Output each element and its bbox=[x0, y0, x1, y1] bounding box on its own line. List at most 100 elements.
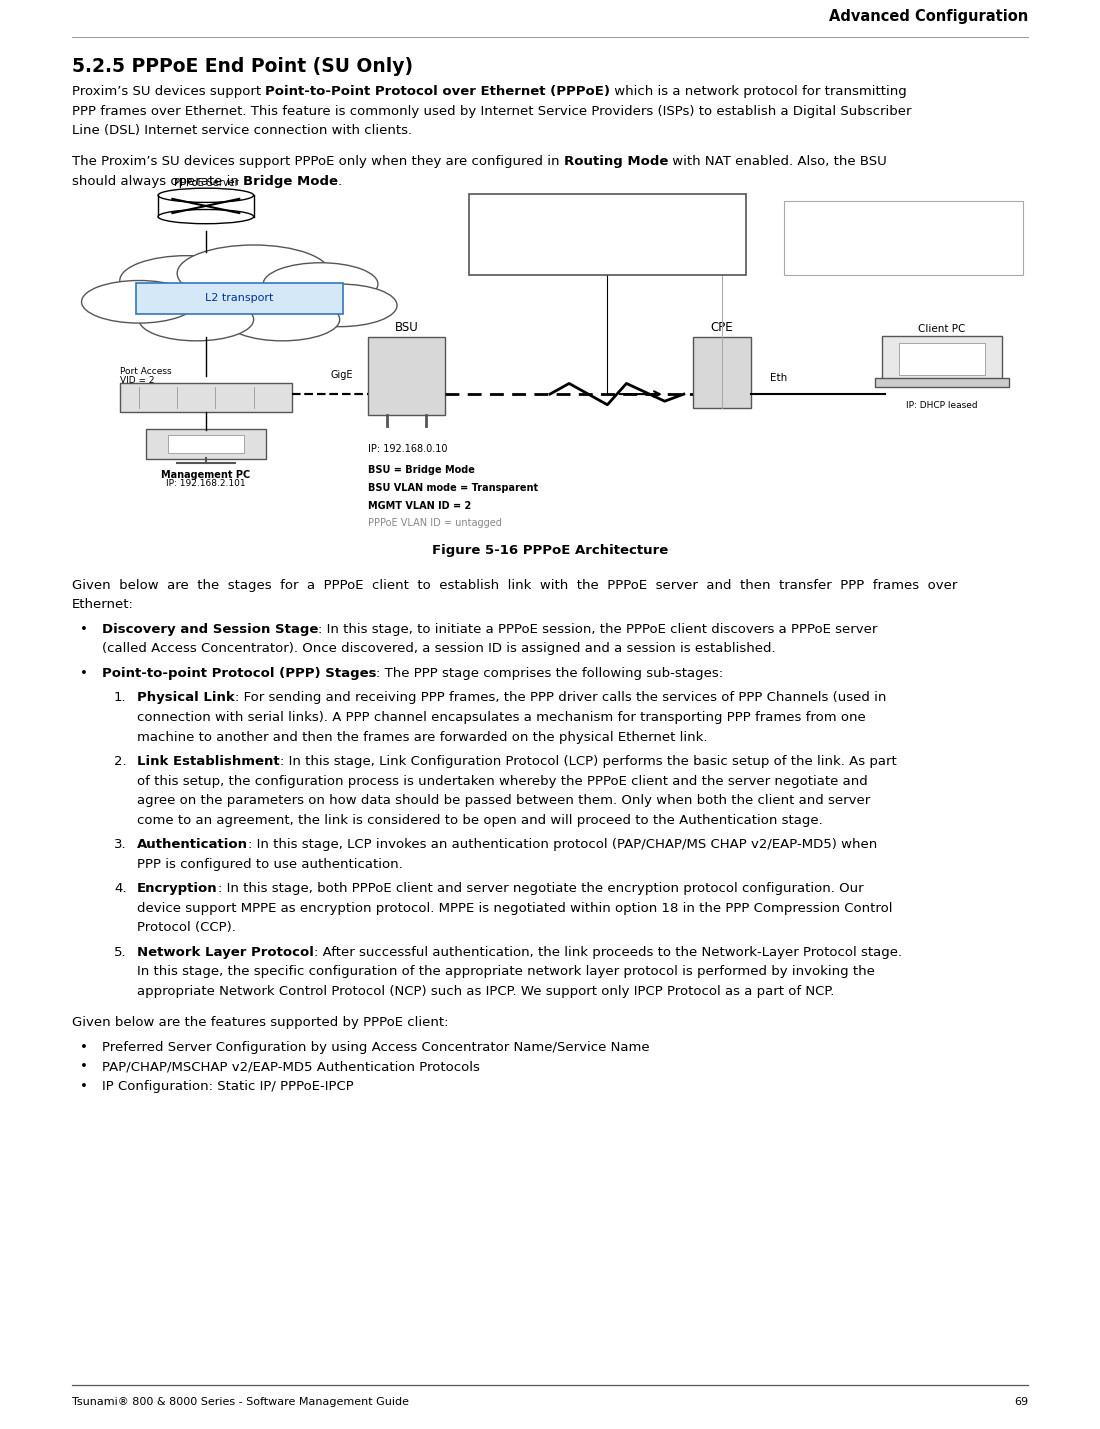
Text: Discovery and Session Stage: Discovery and Session Stage bbox=[102, 623, 318, 636]
Text: : In this stage, Link Configuration Protocol (LCP) performs the basic setup of t: : In this stage, Link Configuration Prot… bbox=[279, 755, 896, 767]
Text: device support MPPE as encryption protocol. MPPE is negotiated within option 18 : device support MPPE as encryption protoc… bbox=[138, 902, 892, 915]
Text: MGMT VLAN ID = 2: MGMT VLAN ID = 2 bbox=[483, 259, 594, 269]
Text: : In this stage, both PPPoE client and server negotiate the encryption protocol : : In this stage, both PPPoE client and s… bbox=[218, 882, 864, 895]
Text: 5.: 5. bbox=[114, 946, 126, 959]
Text: Link Establishment: Link Establishment bbox=[138, 755, 279, 767]
FancyBboxPatch shape bbox=[784, 200, 1023, 276]
Text: st subinterface IP: via PPPoE server: st subinterface IP: via PPPoE server bbox=[497, 220, 708, 230]
Text: PPP is configured to use authentication.: PPP is configured to use authentication. bbox=[138, 857, 403, 870]
Text: •: • bbox=[80, 1060, 88, 1073]
Text: : The PPP stage comprises the following sub-stages:: : The PPP stage comprises the following … bbox=[376, 667, 724, 680]
Circle shape bbox=[139, 299, 254, 342]
Text: GigE: GigE bbox=[330, 370, 353, 380]
Text: WLS: PPPoE client: WLS: PPPoE client bbox=[483, 203, 576, 213]
Circle shape bbox=[283, 284, 397, 327]
FancyBboxPatch shape bbox=[882, 336, 1002, 382]
Text: Bridge Mode: Bridge Mode bbox=[243, 174, 338, 189]
Text: •: • bbox=[80, 623, 88, 636]
Text: MGMT VLAN ID = 2: MGMT VLAN ID = 2 bbox=[368, 500, 472, 510]
Text: 1.: 1. bbox=[114, 692, 126, 704]
Text: BSU VLAN mode = Transparent: BSU VLAN mode = Transparent bbox=[368, 483, 539, 493]
Text: •: • bbox=[80, 667, 88, 680]
FancyBboxPatch shape bbox=[368, 337, 444, 416]
Text: Encryption: Encryption bbox=[138, 882, 218, 895]
Text: : In this stage, to initiate a PPPoE session, the PPPoE client discovers a PPPoE: : In this stage, to initiate a PPPoE ses… bbox=[318, 623, 878, 636]
Text: agree on the parameters on how data should be passed between them. Only when bot: agree on the parameters on how data shou… bbox=[138, 795, 870, 807]
Text: Tsunami® 800 & 8000 Series - Software Management Guide: Tsunami® 800 & 8000 Series - Software Ma… bbox=[72, 1398, 409, 1408]
Text: machine to another and then the frames are forwarded on the physical Ethernet li: machine to another and then the frames a… bbox=[138, 730, 707, 743]
Circle shape bbox=[81, 280, 196, 323]
Circle shape bbox=[226, 299, 340, 342]
Text: connection with serial links). A PPP channel encapsulates a mechanism for transp: connection with serial links). A PPP cha… bbox=[138, 712, 866, 725]
FancyBboxPatch shape bbox=[693, 337, 751, 409]
Text: Given  below  are  the  stages  for  a  PPPoE  client  to  establish  link  with: Given below are the stages for a PPPoE c… bbox=[72, 579, 957, 592]
Text: 4.: 4. bbox=[114, 882, 126, 895]
Text: The Proxim’s SU devices support PPPoE only when they are configured in: The Proxim’s SU devices support PPPoE on… bbox=[72, 156, 563, 169]
Text: Line (DSL) Internet service connection with clients.: Line (DSL) Internet service connection w… bbox=[72, 124, 412, 137]
Text: CPE: CPE bbox=[711, 320, 734, 334]
Text: Given below are the features supported by PPPoE client:: Given below are the features supported b… bbox=[72, 1016, 449, 1029]
FancyBboxPatch shape bbox=[120, 383, 292, 412]
Text: 5.2.5 PPPoE End Point (SU Only): 5.2.5 PPPoE End Point (SU Only) bbox=[72, 57, 414, 76]
Text: .: . bbox=[338, 174, 342, 189]
Text: Proxim’s SU devices support: Proxim’s SU devices support bbox=[72, 84, 265, 99]
FancyBboxPatch shape bbox=[145, 429, 266, 459]
Text: IP Eth: 10.0.0.1: IP Eth: 10.0.0.1 bbox=[799, 210, 878, 220]
Text: BSU = Bridge Mode: BSU = Bridge Mode bbox=[368, 464, 475, 474]
Text: with NAT enabled. Also, the BSU: with NAT enabled. Also, the BSU bbox=[668, 156, 887, 169]
Text: •: • bbox=[80, 1040, 88, 1053]
Circle shape bbox=[120, 256, 254, 306]
Text: Ethernet:: Ethernet: bbox=[72, 599, 134, 612]
Circle shape bbox=[263, 263, 378, 306]
Text: Protocol (CCP).: Protocol (CCP). bbox=[138, 922, 235, 935]
Text: Management PC: Management PC bbox=[162, 470, 251, 480]
Text: VID = 2: VID = 2 bbox=[120, 376, 154, 386]
Text: IP: DHCP leased: IP: DHCP leased bbox=[906, 402, 978, 410]
Ellipse shape bbox=[158, 189, 254, 203]
Text: PPP frames over Ethernet. This feature is commonly used by Internet Service Prov: PPP frames over Ethernet. This feature i… bbox=[72, 104, 912, 117]
Text: nd subinterface IP: 192.168.0.20 with: nd subinterface IP: 192.168.0.20 with bbox=[497, 240, 719, 250]
Text: BSU: BSU bbox=[395, 320, 418, 334]
Text: CPE = Routing Mode, NAT: CPE = Routing Mode, NAT bbox=[799, 229, 949, 239]
Text: L2 transport: L2 transport bbox=[205, 293, 274, 303]
Text: Advanced Configuration: Advanced Configuration bbox=[828, 9, 1028, 24]
Text: 1: 1 bbox=[483, 220, 488, 229]
FancyBboxPatch shape bbox=[469, 193, 746, 276]
Text: 69: 69 bbox=[1014, 1398, 1028, 1408]
Text: Point-to-Point Protocol over Ethernet (PPPoE): Point-to-Point Protocol over Ethernet (P… bbox=[265, 84, 610, 99]
FancyBboxPatch shape bbox=[136, 283, 342, 313]
Text: PAP/CHAP/MSCHAP v2/EAP-MD5 Authentication Protocols: PAP/CHAP/MSCHAP v2/EAP-MD5 Authenticatio… bbox=[102, 1060, 480, 1073]
Text: 3.: 3. bbox=[114, 837, 126, 852]
Text: 2: 2 bbox=[483, 240, 488, 249]
Text: Authentication: Authentication bbox=[138, 837, 248, 852]
FancyBboxPatch shape bbox=[158, 196, 254, 217]
Text: Port Access: Port Access bbox=[120, 367, 172, 376]
Text: Network Layer Protocol: Network Layer Protocol bbox=[138, 946, 314, 959]
Text: Point-to-point Protocol (PPP) Stages: Point-to-point Protocol (PPP) Stages bbox=[102, 667, 376, 680]
Text: Physical Link: Physical Link bbox=[138, 692, 234, 704]
Text: 2.: 2. bbox=[114, 755, 126, 767]
Text: Preferred Server Configuration by using Access Concentrator Name/Service Name: Preferred Server Configuration by using … bbox=[102, 1040, 650, 1053]
Text: PPPoE Server: PPPoE Server bbox=[174, 177, 239, 187]
Text: PPPoE VLAN ID = untagged: PPPoE VLAN ID = untagged bbox=[368, 519, 503, 529]
Text: IP Configuration: Static IP/ PPPoE-IPCP: IP Configuration: Static IP/ PPPoE-IPCP bbox=[102, 1079, 354, 1093]
Text: In this stage, the specific configuration of the appropriate network layer proto: In this stage, the specific configuratio… bbox=[138, 965, 874, 977]
Text: : For sending and receiving PPP frames, the PPP driver calls the services of PPP: : For sending and receiving PPP frames, … bbox=[234, 692, 887, 704]
FancyBboxPatch shape bbox=[899, 343, 984, 374]
Text: Figure 5-16 PPPoE Architecture: Figure 5-16 PPPoE Architecture bbox=[432, 544, 668, 557]
Text: IP: 192.168.2.101: IP: 192.168.2.101 bbox=[166, 479, 245, 489]
Text: •: • bbox=[80, 1079, 88, 1093]
FancyBboxPatch shape bbox=[167, 434, 244, 453]
Text: : In this stage, LCP invokes an authentication protocol (PAP/CHAP/MS CHAP v2/EAP: : In this stage, LCP invokes an authenti… bbox=[248, 837, 878, 852]
Text: of this setup, the configuration process is undertaken whereby the PPPoE client : of this setup, the configuration process… bbox=[138, 775, 868, 787]
Circle shape bbox=[177, 244, 330, 302]
Text: : After successful authentication, the link proceeds to the Network-Layer Protoc: : After successful authentication, the l… bbox=[314, 946, 902, 959]
Text: CPE DHCP server (10.0.0.1/24): CPE DHCP server (10.0.0.1/24) bbox=[799, 249, 948, 259]
Text: appropriate Network Control Protocol (NCP) such as IPCP. We support only IPCP Pr: appropriate Network Control Protocol (NC… bbox=[138, 985, 835, 997]
Ellipse shape bbox=[158, 210, 254, 224]
Text: should always operate in: should always operate in bbox=[72, 174, 243, 189]
Text: Client PC: Client PC bbox=[918, 324, 966, 334]
Text: Eth: Eth bbox=[770, 373, 788, 383]
Text: IP: 192.168.0.10: IP: 192.168.0.10 bbox=[368, 444, 448, 454]
Text: come to an agreement, the link is considered to be open and will proceed to the : come to an agreement, the link is consid… bbox=[138, 813, 823, 826]
